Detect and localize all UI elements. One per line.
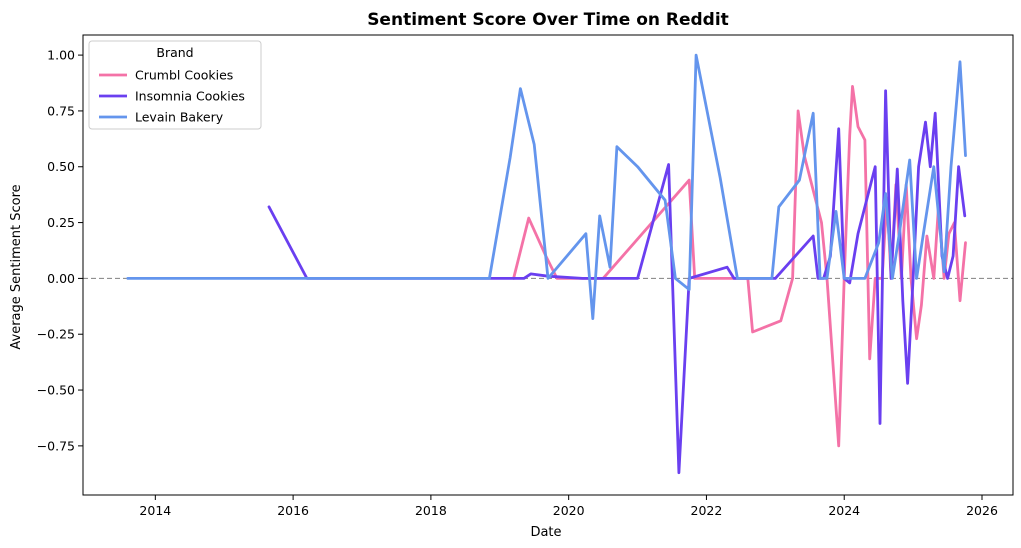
y-tick-label: 0.00	[47, 271, 75, 286]
series-line-3	[126, 53, 967, 320]
legend-label-1: Crumbl Cookies	[135, 68, 233, 83]
x-axis-label: Date	[530, 525, 561, 540]
legend-label-3: Levain Bakery	[135, 110, 224, 125]
y-tick-label: −0.75	[37, 438, 75, 453]
legend-label-2: Insomnia Cookies	[135, 89, 245, 104]
x-tick-label: 2014	[139, 503, 171, 518]
legend-box	[88, 40, 262, 130]
legend: Brand Crumbl Cookies Insomnia Cookies Levai…	[88, 40, 262, 130]
plot-area	[82, 34, 1014, 496]
series-line-2	[267, 89, 967, 475]
axes-ticks: 2014 2016 2018 2020 2022 2024 2026 −0.75 −0.50 −0…	[37, 48, 998, 518]
x-tick-label: 2022	[691, 503, 723, 518]
x-tick-label: 2020	[553, 503, 585, 518]
x-tick-label: 2024	[828, 503, 860, 518]
series-line-1	[512, 85, 967, 448]
x-tick-label: 2018	[415, 503, 447, 518]
y-tick-label: −0.25	[37, 327, 75, 342]
y-tick-label: 0.50	[47, 159, 75, 174]
y-tick-label: 0.75	[47, 103, 75, 118]
x-tick-label: 2016	[277, 503, 309, 518]
x-tick-label: 2026	[966, 503, 998, 518]
y-tick-label: −0.50	[37, 383, 75, 398]
y-tick-label: 0.25	[47, 215, 75, 230]
y-axis-label: Average Sentiment Score	[9, 184, 24, 349]
chart-title: Sentiment Score Over Time on Reddit	[367, 10, 729, 30]
axes-frame	[82, 34, 1014, 496]
legend-title: Brand	[156, 45, 193, 60]
y-tick-label: 1.00	[47, 48, 75, 63]
